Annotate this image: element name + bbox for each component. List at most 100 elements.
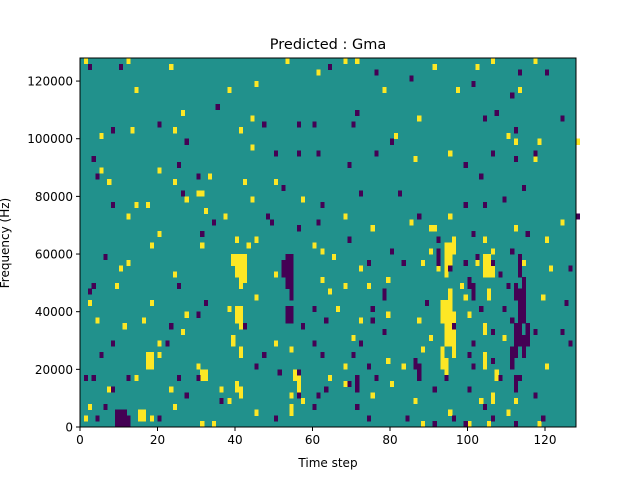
heatmap-cell-high: [331, 254, 337, 261]
heatmap-cell-high: [157, 230, 162, 238]
heatmap-cell-high: [479, 398, 484, 405]
heatmap-cell-high: [490, 392, 495, 405]
heatmap-cell-high: [157, 352, 162, 359]
heatmap-cell-low: [413, 357, 418, 370]
heatmap-cell-low: [111, 127, 116, 134]
heatmap-cell-high: [99, 132, 104, 140]
heatmap-cell-low: [541, 415, 546, 422]
heatmap-cell-low: [169, 323, 174, 330]
heatmap-cell-high: [145, 352, 151, 370]
heatmap-cell-high: [432, 225, 437, 232]
heatmap-cell-high: [204, 207, 209, 214]
heatmap-cell-low: [254, 363, 259, 370]
x-tick-label: 120: [534, 433, 557, 447]
heatmap-cell-high: [200, 190, 205, 197]
y-tick-label: 20000: [35, 363, 73, 377]
heatmap-cell-high: [149, 242, 154, 249]
heatmap-cell-low: [471, 230, 476, 238]
heatmap-cell-high: [235, 254, 240, 278]
heatmap-cell-low: [176, 282, 182, 289]
y-tick-label: 40000: [35, 305, 73, 319]
heatmap-cell-low: [289, 305, 294, 324]
y-tick-label: 120000: [27, 75, 73, 89]
heatmap-cell-low: [277, 369, 282, 376]
heatmap-cell-low: [297, 150, 302, 157]
heatmap-cell-high: [432, 63, 437, 70]
heatmap-cell-high: [107, 179, 112, 186]
heatmap-cell-high: [328, 288, 333, 295]
heatmap-cell-high: [142, 409, 147, 422]
heatmap-cell-low: [525, 323, 530, 347]
heatmap-cell-low: [490, 259, 495, 266]
heatmap-cell-low: [204, 300, 209, 307]
heatmap-cell-low: [355, 403, 360, 411]
heatmap-cell-low: [300, 323, 306, 330]
heatmap-cell-high: [401, 363, 406, 370]
heatmap-cell-high: [413, 398, 418, 405]
heatmap-cell-low: [215, 104, 220, 111]
heatmap-cell-low: [467, 352, 472, 359]
heatmap-cell-high: [393, 132, 399, 140]
heatmap-cell-high: [211, 421, 216, 428]
heatmap-cell-low: [196, 173, 201, 180]
heatmap-cell-high: [273, 179, 278, 186]
heatmap-cell-high: [355, 58, 360, 65]
heatmap-cell-high: [537, 138, 542, 145]
heatmap-cell-high: [184, 311, 189, 318]
heatmap-cell-low: [374, 150, 379, 157]
heatmap-cell-high: [107, 386, 112, 393]
heatmap-cell-low: [514, 282, 519, 301]
heatmap-cell-high: [242, 254, 247, 284]
heatmap-cell-low: [490, 357, 495, 364]
heatmap-cell-low: [432, 386, 437, 393]
heatmap-cell-high: [157, 167, 162, 174]
heatmap-cell-high: [494, 369, 499, 382]
heatmap-cell-high: [118, 265, 123, 272]
heatmap-cell-high: [114, 282, 120, 289]
heatmap-cell-low: [285, 305, 290, 324]
heatmap-cell-low: [483, 403, 488, 411]
heatmap-cell-low: [359, 190, 364, 197]
heatmap-cell-high: [417, 317, 422, 324]
heatmap-cell-high: [421, 259, 426, 266]
heatmap-cell-low: [545, 69, 550, 76]
heatmap-cell-low: [87, 63, 92, 70]
heatmap-cell-high: [452, 236, 457, 255]
heatmap-cell-high: [448, 288, 453, 347]
heatmap-cell-low: [479, 173, 484, 180]
heatmap-cell-high: [483, 236, 488, 243]
heatmap-cell-high: [370, 225, 375, 232]
heatmap-cell-high: [455, 86, 461, 93]
heatmap-cell-low: [83, 375, 89, 382]
heatmap-cell-low: [417, 363, 422, 382]
heatmap-cell-low: [405, 415, 410, 422]
heatmap-cell-low: [262, 121, 267, 128]
heatmap-cell-high: [312, 242, 317, 249]
heatmap-cell-high: [254, 294, 259, 301]
heatmap-cell-high: [231, 254, 236, 266]
heatmap-cell-low: [95, 415, 100, 422]
x-tick-label: 80: [382, 433, 397, 447]
heatmap-cell-low: [324, 317, 329, 324]
heatmap-cell-high: [293, 369, 298, 382]
heatmap-cell-low: [517, 288, 523, 347]
heatmap-cell-low: [91, 282, 96, 289]
heatmap-cell-high: [250, 115, 255, 122]
heatmap-cell-high: [300, 196, 306, 203]
heatmap-cell-high: [483, 254, 488, 278]
heatmap-cell-low: [498, 271, 503, 278]
y-axis: 0 20000 40000 60000 80000 100000 120000: [27, 75, 80, 435]
heatmap-cell-low: [467, 386, 472, 393]
heatmap-cell-low: [514, 323, 519, 359]
heatmap-cell-high: [316, 69, 321, 76]
heatmap-cell-high: [448, 242, 453, 266]
heatmap-cell-low: [200, 230, 205, 238]
heatmap-cell-low: [382, 288, 387, 301]
heatmap-cell-low: [463, 202, 468, 209]
heatmap-cell-high: [235, 236, 240, 243]
heatmap-cell-high: [204, 369, 209, 382]
heatmap-cell-high: [436, 265, 441, 272]
heatmap-cell-high: [386, 311, 391, 318]
heatmap-cell-low: [242, 323, 247, 330]
heatmap-cell-high: [126, 58, 131, 65]
